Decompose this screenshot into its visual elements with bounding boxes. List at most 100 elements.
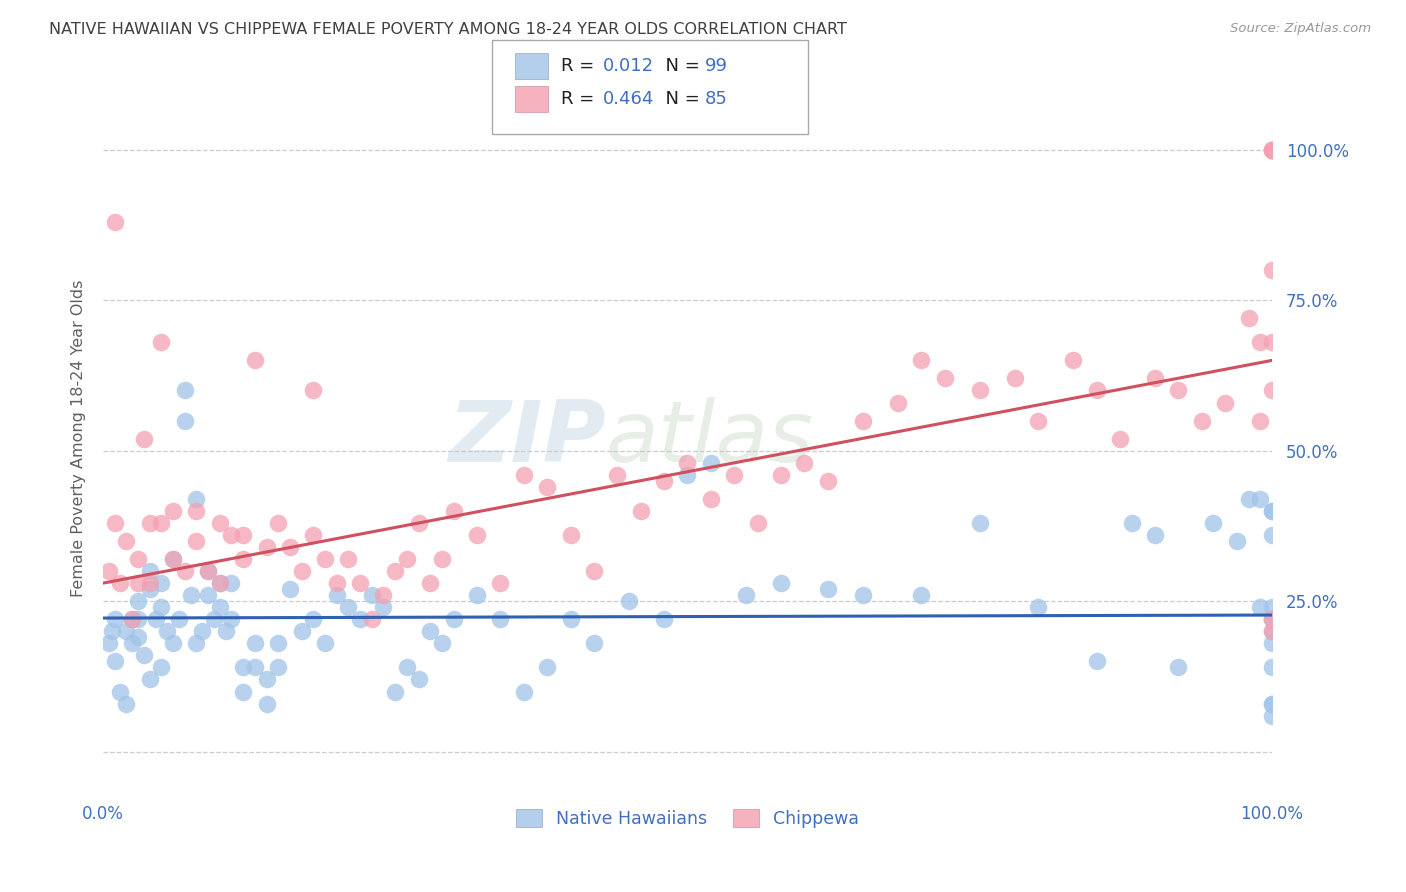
Point [676,467,699,482]
Point [208,576,231,591]
Point [1261,143,1284,157]
Point [1062,353,1084,368]
Point [214,624,236,639]
Point [852,588,875,602]
Point [232,660,254,674]
Point [652,474,675,488]
Point [1261,504,1284,518]
Point [121,612,143,626]
Point [138,516,160,530]
Point [186,491,208,506]
Point [104,215,127,229]
Point [723,467,745,482]
Point [156,624,179,639]
Point [969,516,991,530]
Point [700,491,723,506]
Point [291,564,314,578]
Point [1261,335,1284,350]
Point [617,594,640,608]
Point [173,564,195,578]
Point [243,660,266,674]
Point [1143,528,1166,542]
Point [1121,516,1143,530]
Point [197,564,219,578]
Point [162,552,184,566]
Point [734,588,756,602]
Point [536,660,558,674]
Point [443,504,465,518]
Point [1085,654,1108,668]
Point [150,660,173,674]
Point [1261,143,1284,157]
Point [267,516,290,530]
Point [314,552,336,566]
Text: R =: R = [561,57,600,75]
Point [256,673,278,687]
Text: Source: ZipAtlas.com: Source: ZipAtlas.com [1230,22,1371,36]
Point [747,516,769,530]
Point [173,414,195,428]
Point [132,432,155,446]
Point [1261,600,1284,615]
Point [186,636,208,650]
Point [104,516,127,530]
Point [373,600,395,615]
Point [302,528,325,542]
Point [256,540,278,554]
Point [138,564,160,578]
Point [1261,660,1284,674]
Point [1261,708,1284,723]
Point [513,467,536,482]
Point [1261,528,1284,542]
Point [395,552,418,566]
Point [1261,636,1284,650]
Point [1167,384,1189,398]
Point [1213,395,1236,409]
Point [769,576,792,591]
Point [208,516,231,530]
Point [1261,624,1284,639]
Point [115,697,138,711]
Point [162,552,184,566]
Point [1202,516,1225,530]
Point [208,576,231,591]
Point [232,528,254,542]
Point [560,528,582,542]
Point [1167,660,1189,674]
Point [302,612,325,626]
Point [1261,697,1284,711]
Point [1237,311,1260,326]
Point [465,528,488,542]
Point [1026,600,1049,615]
Point [560,612,582,626]
Point [197,588,219,602]
Point [1261,384,1284,398]
Point [373,588,395,602]
Point [138,673,160,687]
Text: 0.464: 0.464 [603,90,655,108]
Point [167,612,190,626]
Point [202,612,225,626]
Point [302,384,325,398]
Text: R =: R = [561,90,600,108]
Point [150,335,173,350]
Point [267,660,290,674]
Point [934,371,956,385]
Point [910,588,932,602]
Point [1191,414,1213,428]
Text: N =: N = [654,90,706,108]
Point [104,612,127,626]
Point [1261,504,1284,518]
Point [395,660,418,674]
Point [208,600,231,615]
Y-axis label: Female Poverty Among 18-24 Year Olds: Female Poverty Among 18-24 Year Olds [72,280,86,598]
Point [186,504,208,518]
Point [1085,384,1108,398]
Point [360,588,382,602]
Point [384,684,406,698]
Point [817,474,839,488]
Point [127,552,149,566]
Point [97,636,120,650]
Point [536,480,558,494]
Point [582,564,605,578]
